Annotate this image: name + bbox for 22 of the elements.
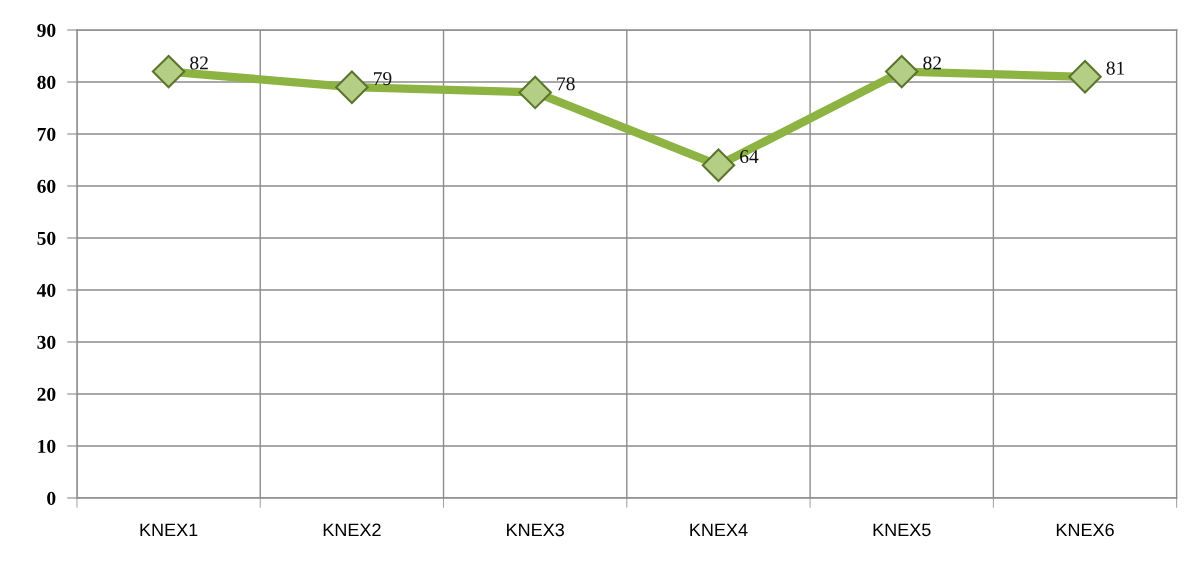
y-tick-label: 60 — [37, 179, 56, 193]
data-label: 78 — [557, 77, 575, 91]
y-tick-label: 50 — [37, 231, 56, 245]
x-tick-label: KNEX4 — [690, 523, 748, 537]
y-tick-label: 70 — [37, 127, 56, 141]
data-label: 82 — [923, 56, 941, 70]
y-tick-label: 20 — [37, 387, 56, 401]
x-tick-label: KNEX1 — [140, 523, 198, 537]
data-label: 81 — [1106, 61, 1125, 75]
data-label: 82 — [190, 56, 208, 70]
y-tick-label: 30 — [37, 335, 56, 349]
data-label: 64 — [740, 150, 759, 164]
x-tick-label: KNEX2 — [323, 523, 381, 537]
x-tick-label: KNEX6 — [1056, 523, 1114, 537]
y-tick-label: 40 — [36, 283, 56, 297]
y-tick-label: 10 — [38, 439, 56, 453]
y-tick-label: 90 — [37, 23, 56, 37]
y-tick-label: 0 — [47, 491, 56, 505]
data-label: 79 — [374, 72, 392, 86]
y-tick-label: 80 — [37, 75, 56, 89]
x-tick-label: KNEX3 — [507, 523, 564, 537]
x-tick-label: KNEX5 — [873, 523, 931, 537]
